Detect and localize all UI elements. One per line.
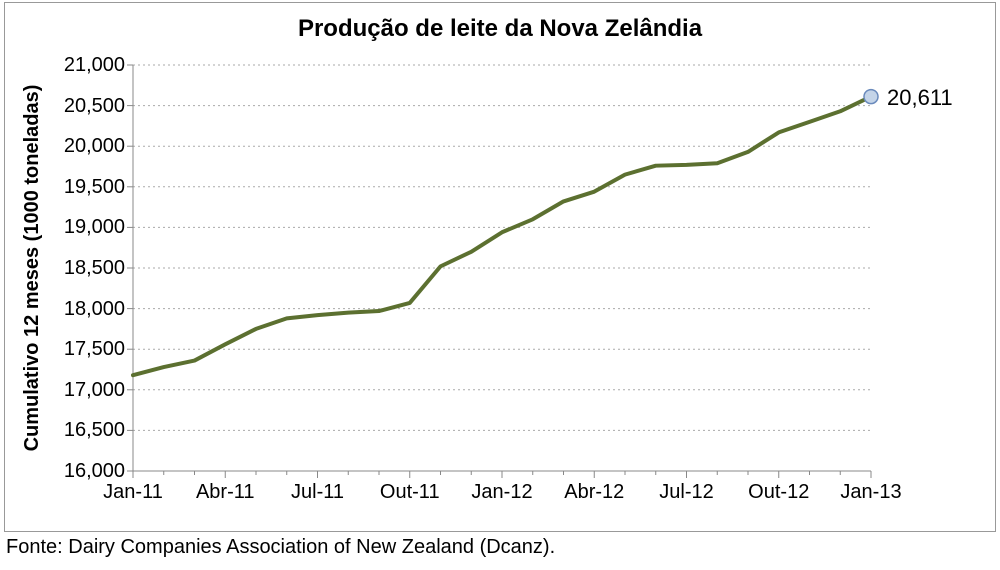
y-tick-label: 19,500 bbox=[45, 176, 125, 199]
y-tick-label: 20,000 bbox=[45, 135, 125, 158]
line-series bbox=[5, 3, 997, 533]
y-tick-label: 16,500 bbox=[45, 419, 125, 442]
y-tick-label: 16,000 bbox=[45, 460, 125, 483]
y-tick-label: 17,000 bbox=[45, 379, 125, 402]
x-tick-label: Abr-11 bbox=[179, 481, 271, 504]
y-tick-label: 18,000 bbox=[45, 298, 125, 321]
x-tick-label: Jan-11 bbox=[87, 481, 179, 504]
x-tick-label: Jul-12 bbox=[641, 481, 733, 504]
y-tick-label: 20,500 bbox=[45, 95, 125, 118]
y-tick-label: 21,000 bbox=[45, 54, 125, 77]
y-tick-label: 18,500 bbox=[45, 257, 125, 280]
x-tick-label: Jul-11 bbox=[272, 481, 364, 504]
x-tick-label: Jan-13 bbox=[825, 481, 917, 504]
y-tick-label: 19,000 bbox=[45, 216, 125, 239]
x-tick-label: Out-12 bbox=[733, 481, 825, 504]
y-tick-label: 17,500 bbox=[45, 338, 125, 361]
x-tick-label: Out-11 bbox=[364, 481, 456, 504]
chart-container: Produção de leite da Nova Zelândia Cumul… bbox=[4, 2, 996, 532]
x-tick-label: Jan-12 bbox=[456, 481, 548, 504]
source-line: Fonte: Dairy Companies Association of Ne… bbox=[6, 536, 555, 559]
x-tick-label: Abr-12 bbox=[548, 481, 640, 504]
